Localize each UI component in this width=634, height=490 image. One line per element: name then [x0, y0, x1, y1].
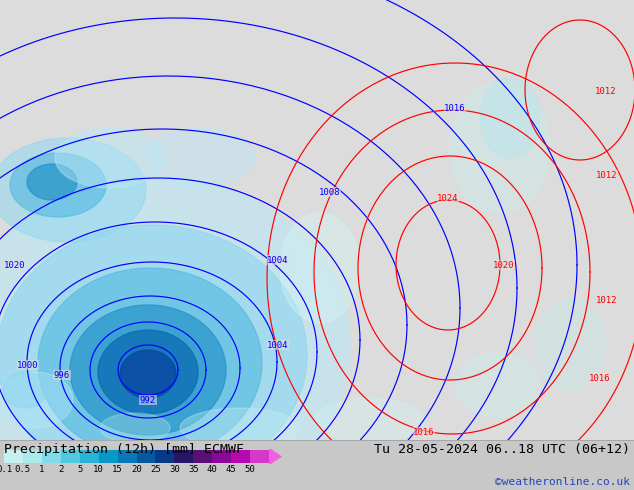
Text: 0.5: 0.5 [15, 465, 31, 473]
Polygon shape [100, 413, 170, 443]
Text: 1004: 1004 [268, 341, 288, 349]
Polygon shape [0, 138, 146, 242]
Polygon shape [535, 300, 605, 390]
Text: 15: 15 [112, 465, 123, 473]
Text: 1: 1 [39, 465, 44, 473]
Text: 1012: 1012 [596, 171, 618, 179]
Bar [99, 450, 118, 463]
Text: 996: 996 [54, 370, 70, 379]
Bar [231, 450, 250, 463]
Polygon shape [120, 350, 176, 398]
Text: 1024: 1024 [437, 194, 459, 202]
Polygon shape [3, 372, 47, 408]
Bar [193, 450, 213, 463]
Text: 1000: 1000 [17, 361, 39, 369]
Polygon shape [70, 305, 226, 435]
Text: ©weatheronline.co.uk: ©weatheronline.co.uk [495, 477, 630, 487]
Bar [0, 0, 634, 440]
Bar [174, 450, 194, 463]
Bar [80, 450, 99, 463]
Bar [117, 450, 137, 463]
Text: 1004: 1004 [268, 255, 288, 265]
Text: 1020: 1020 [4, 261, 26, 270]
Polygon shape [0, 225, 307, 485]
Text: 1016: 1016 [444, 103, 466, 113]
Text: 25: 25 [150, 465, 161, 473]
Text: 40: 40 [207, 465, 217, 473]
Polygon shape [315, 398, 425, 442]
Bar [61, 450, 81, 463]
Polygon shape [0, 177, 350, 490]
Bar [136, 450, 156, 463]
Polygon shape [280, 213, 360, 323]
Polygon shape [38, 268, 262, 458]
Bar [212, 450, 231, 463]
Text: Precipitation (12h) [mm] ECMWF: Precipitation (12h) [mm] ECMWF [4, 443, 244, 456]
Text: 45: 45 [226, 465, 236, 473]
Bar [4, 450, 23, 463]
Polygon shape [10, 153, 106, 217]
Polygon shape [480, 78, 540, 158]
Polygon shape [180, 408, 300, 448]
Text: 1012: 1012 [596, 295, 618, 304]
Text: 1012: 1012 [595, 88, 617, 97]
Polygon shape [456, 353, 540, 417]
Text: 35: 35 [188, 465, 198, 473]
Bar [42, 450, 61, 463]
Text: 5: 5 [77, 465, 82, 473]
Text: 50: 50 [245, 465, 256, 473]
Polygon shape [0, 372, 73, 428]
Text: 1016: 1016 [589, 373, 611, 383]
Text: Tu 28-05-2024 06..18 UTC (06+12): Tu 28-05-2024 06..18 UTC (06+12) [374, 443, 630, 456]
Bar [0, 440, 634, 490]
Polygon shape [145, 128, 255, 188]
Text: 10: 10 [93, 465, 104, 473]
Text: 1020: 1020 [493, 261, 515, 270]
Polygon shape [450, 83, 550, 213]
Text: 30: 30 [169, 465, 179, 473]
Text: 20: 20 [131, 465, 142, 473]
Bar [155, 450, 175, 463]
Text: 1016: 1016 [413, 427, 435, 437]
Text: 992: 992 [140, 395, 156, 405]
FancyArrow shape [269, 449, 282, 464]
Text: 2: 2 [58, 465, 63, 473]
Polygon shape [55, 128, 165, 188]
Text: 0.1: 0.1 [0, 465, 12, 473]
Bar [250, 450, 269, 463]
Text: 1008: 1008 [320, 188, 340, 196]
Bar [23, 450, 42, 463]
Polygon shape [98, 330, 198, 414]
Polygon shape [27, 164, 77, 200]
